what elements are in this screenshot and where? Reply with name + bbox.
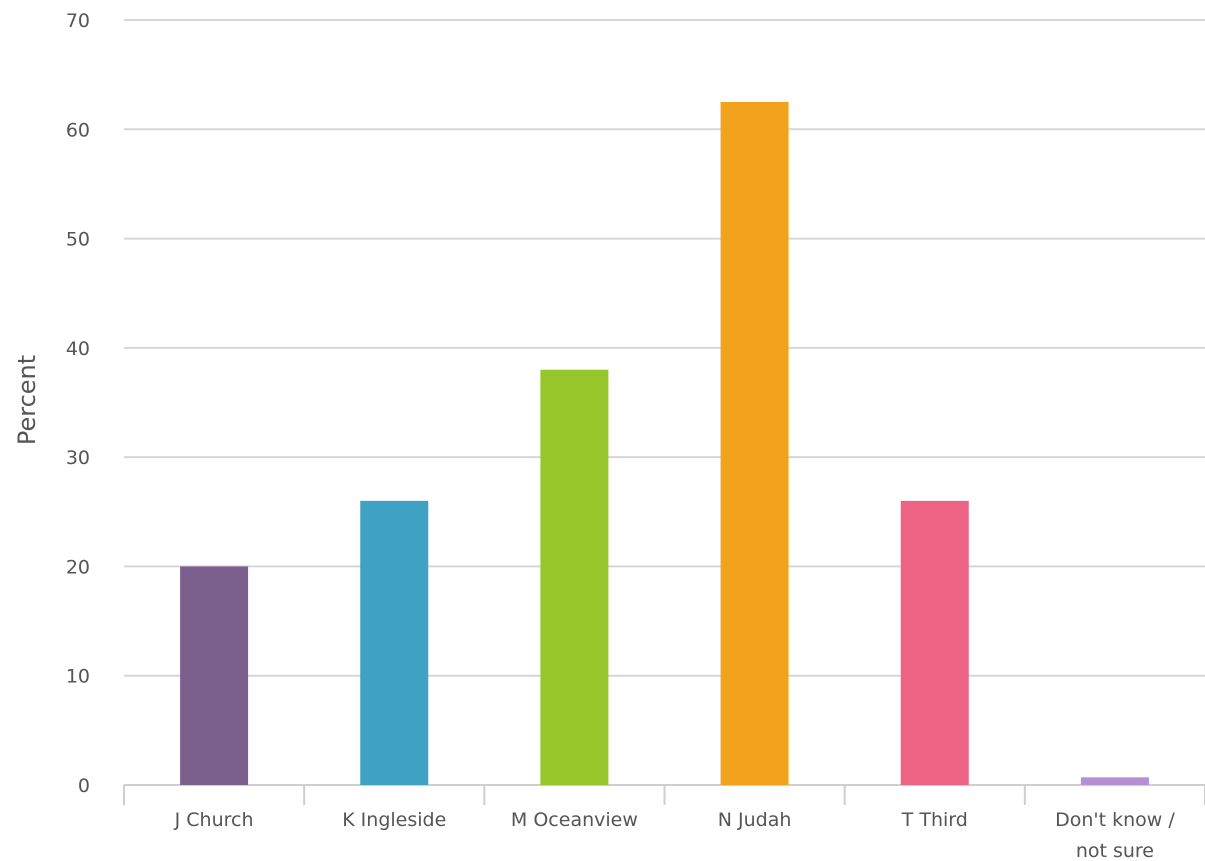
bar	[900, 500, 969, 785]
x-category-label: J Church	[174, 809, 254, 831]
y-axis-tick-labels: 0 10 20 30 40 50 60 70	[66, 10, 90, 797]
gridlines	[124, 19, 1205, 677]
bar	[1080, 777, 1149, 785]
x-axis	[123, 784, 1205, 805]
y-tick-label: 20	[66, 556, 90, 578]
y-tick-label: 0	[78, 775, 90, 797]
bars	[180, 101, 1149, 785]
x-category-label: K Ingleside	[342, 809, 446, 831]
x-category-label-line: J Church	[174, 809, 254, 831]
y-tick-label: 30	[66, 447, 90, 469]
bar	[720, 101, 789, 785]
x-category-label-line: not sure	[1076, 840, 1154, 861]
x-category-label: T Third	[901, 809, 968, 831]
x-category-label: M Oceanview	[511, 809, 638, 831]
x-category-label-line: N Judah	[718, 809, 792, 831]
x-category-label-line: M Oceanview	[511, 809, 638, 831]
y-tick-label: 70	[66, 10, 90, 32]
y-tick-label: 50	[66, 229, 90, 251]
x-category-label-line: T Third	[901, 809, 968, 831]
x-category-label: Don't know / not sure	[1055, 809, 1175, 861]
y-tick-label: 40	[66, 338, 90, 360]
bar	[360, 500, 429, 785]
x-category-label-line: Don't know /	[1055, 809, 1175, 831]
x-category-label: N Judah	[718, 809, 792, 831]
bar	[180, 566, 249, 785]
bar	[540, 369, 609, 785]
y-axis-title: Percent	[13, 355, 41, 445]
x-category-label-line: K Ingleside	[342, 809, 446, 831]
y-tick-label: 60	[66, 119, 90, 141]
y-tick-label: 10	[66, 666, 90, 688]
x-axis-category-labels: J Church K Ingleside M Oceanview N Judah T T…	[174, 809, 1176, 861]
